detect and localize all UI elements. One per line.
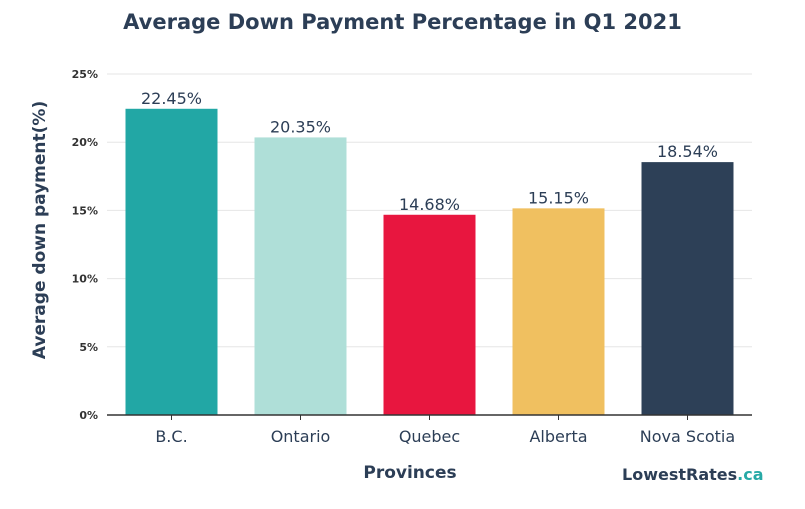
- brand-name: LowestRates: [622, 465, 738, 484]
- bars: [125, 108, 734, 416]
- y-tick-label: 10%: [72, 273, 98, 286]
- value-labels: 22.45% 20.35% 14.68% 15.15% 18.54%: [141, 89, 718, 214]
- x-tick-label: Ontario: [271, 427, 331, 446]
- y-tick-label: 5%: [79, 341, 98, 354]
- x-tick-label: Quebec: [399, 427, 460, 446]
- y-tick-label: 25%: [72, 68, 98, 81]
- bar: [512, 208, 605, 415]
- bar: [254, 137, 347, 415]
- y-tick-label: 15%: [72, 204, 98, 217]
- chart-title: Average Down Payment Percentage in Q1 20…: [123, 10, 682, 34]
- bar: [383, 214, 476, 415]
- y-axis-label: Average down payment(%): [30, 100, 50, 360]
- bar: [641, 162, 734, 415]
- y-tick-label: 20%: [72, 136, 98, 149]
- value-label: 20.35%: [270, 117, 331, 136]
- x-tick-label: Alberta: [529, 427, 587, 446]
- value-label: 22.45%: [141, 89, 202, 108]
- x-tick-label: B.C.: [155, 427, 187, 446]
- x-tick-label: Nova Scotia: [640, 427, 735, 446]
- x-axis-label: Provinces: [363, 463, 457, 483]
- value-label: 14.68%: [399, 195, 460, 214]
- bar: [125, 108, 218, 416]
- y-axis-ticks: 0% 5% 10% 15% 20% 25%: [72, 68, 98, 422]
- brand-suffix: .ca: [737, 465, 764, 484]
- value-label: 15.15%: [528, 188, 589, 207]
- value-label: 18.54%: [657, 142, 718, 161]
- brand-logo: LowestRates.ca: [622, 465, 764, 484]
- x-axis-ticks: B.C. Ontario Quebec Alberta Nova Scotia: [155, 415, 735, 446]
- y-tick-label: 0%: [79, 409, 98, 422]
